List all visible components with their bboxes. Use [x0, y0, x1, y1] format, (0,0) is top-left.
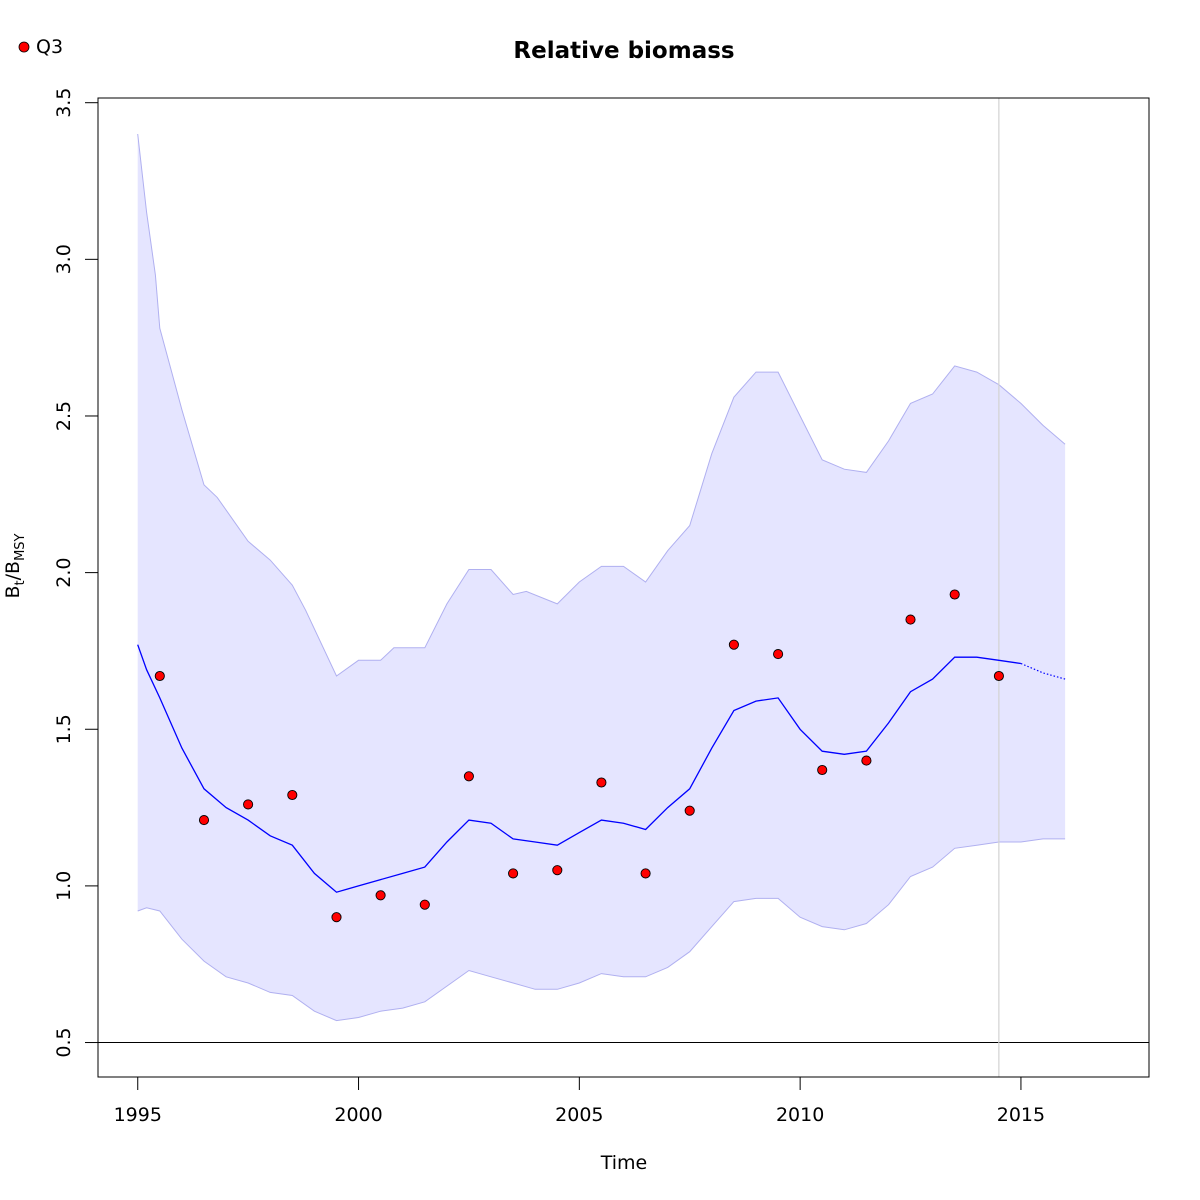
- data-point: [331, 912, 342, 923]
- data-point: [552, 865, 563, 876]
- y-tick-label: 0.5: [53, 1027, 75, 1057]
- ci-upper-line: [137, 133, 1066, 677]
- x-axis: 1995 2000 2005 2010 2015: [114, 1076, 1045, 1126]
- data-point: [375, 890, 386, 901]
- data-point: [861, 755, 872, 766]
- data-point: [508, 868, 519, 879]
- x-tick-label: 2005: [555, 1104, 603, 1126]
- data-point: [949, 589, 960, 600]
- y-tick-label: 1.0: [53, 871, 75, 901]
- data-point: [243, 799, 254, 810]
- x-tick-label: 2000: [334, 1104, 382, 1126]
- data-point: [154, 670, 165, 682]
- data-point: [640, 868, 651, 879]
- data-point: [596, 777, 607, 788]
- y-tick-label: 1.5: [53, 714, 75, 744]
- x-tick-label: 1995: [114, 1104, 162, 1126]
- y-axis: 0.5 1.0 1.5 2.0 2.5 3.0 3.5: [53, 88, 99, 1058]
- y-tick-label: 2.5: [53, 401, 75, 431]
- data-point: [817, 764, 828, 776]
- y-axis-label: Bt/BMSY: [2, 533, 28, 598]
- data-point: [728, 639, 739, 650]
- ci-lower-line: [137, 838, 1066, 1022]
- x-axis-label: Time: [600, 1152, 648, 1174]
- data-point: [993, 670, 1004, 682]
- data-point: [198, 815, 210, 826]
- legend: Q3: [18, 36, 63, 58]
- data-point: [905, 614, 916, 625]
- data-point: [419, 899, 430, 910]
- confidence-band: [137, 134, 1066, 1021]
- data-point: [287, 789, 298, 801]
- data-point: [773, 649, 784, 660]
- chart-title: Relative biomass: [513, 38, 734, 64]
- x-tick-label: 2010: [776, 1104, 824, 1126]
- projection-line: [1020, 662, 1066, 680]
- legend-marker-q3: [18, 41, 30, 53]
- data-point: [463, 771, 474, 782]
- y-tick-label: 3.0: [53, 244, 75, 274]
- data-point: [684, 805, 695, 816]
- x-tick-label: 2015: [997, 1104, 1045, 1126]
- legend-label-q3: Q3: [36, 36, 63, 58]
- plot-area: [98, 98, 1149, 1077]
- y-tick-label: 3.5: [53, 88, 75, 118]
- y-tick-label: 2.0: [53, 557, 75, 587]
- estimate-line: [137, 644, 1021, 893]
